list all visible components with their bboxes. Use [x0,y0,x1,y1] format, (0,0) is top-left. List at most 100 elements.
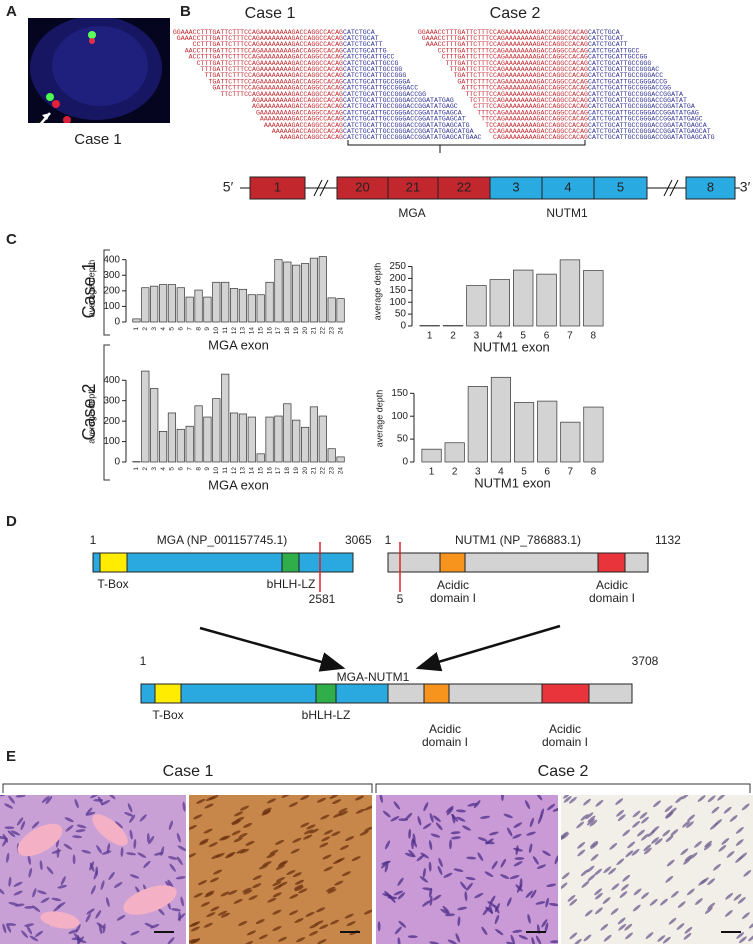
nucleus [651,837,660,844]
nucleus [167,856,178,860]
x-tick-label: 24 [337,327,344,335]
nucleus [603,866,612,874]
nucleus [15,795,26,798]
nucleus [281,795,291,798]
nucleus [235,816,245,822]
read-mga: GGAAACCTTTGATTCTTTCCAGAAAAAAAAGACCAGGCCA… [173,29,343,36]
read-nutm1: CATCTGCATTGCCGGG [343,72,406,79]
nucleus [238,832,248,838]
nucleus [203,922,213,928]
nucleus [305,911,315,917]
nucleus [624,923,633,931]
nucleus [717,795,726,801]
nucleus [298,888,308,894]
nucleus [146,832,150,843]
bar [185,296,194,323]
read-mga: TTCTTTCCAGAAAAAAAAGACCAGGCCACAG [220,91,343,98]
nucleus [536,864,547,869]
nucleus [513,822,523,828]
nucleus [148,835,155,845]
nucleus [137,852,147,858]
exon-label: 22 [457,179,471,194]
nucleus [292,872,302,878]
nucleus [581,881,590,888]
nucleus [317,939,327,944]
nucleus [116,914,126,921]
bar [167,412,177,463]
nucleus [252,875,262,881]
nucleus [93,798,104,802]
nucleus [532,856,539,865]
nucleus [178,911,181,922]
nucleus [407,935,418,939]
x-tick-label: 10 [213,467,220,475]
domain-label: Acidic [596,578,628,592]
read-mga: TTGATTCTTTCCAGAAAAAAAAGACCAGGCCACAG [205,72,344,79]
histology-image [561,795,753,944]
histology-image [189,795,372,944]
arrow-head [42,113,50,120]
nucleus [245,840,255,846]
read-mga: AGAAAAAAAAGACCAGGCCACAG [252,97,343,104]
nucleus [296,937,306,943]
nucleus [329,919,340,925]
panel-label: A [6,3,17,20]
bar [274,259,283,323]
domain-label: bHLH-LZ [267,577,316,591]
read-nutm1: CATCTGCATT [343,41,383,48]
nucleus [6,923,12,933]
nucleus [445,805,454,813]
nucleus [177,845,186,852]
nucleus [437,865,443,876]
nucleus [683,857,692,865]
nucleus [64,817,74,823]
bar [292,419,301,463]
nucleus [489,895,496,905]
bar [467,386,488,463]
read-nutm1: CATCTGCAT [588,35,624,42]
exon-label: 20 [355,179,369,194]
nucleus [388,894,396,903]
x-tick-label: 20 [302,327,309,335]
x-tick-label: 17 [275,467,282,475]
read-nutm1: CATCTGCATTGCCGGGACCGGATATGAGC [588,116,703,123]
nucleus [580,814,589,821]
nucleus [308,930,319,936]
nucleus [639,812,648,819]
nucleus [200,901,210,907]
bar [489,279,510,327]
x-tick-label: 18 [284,467,291,475]
nucleus [501,795,504,802]
read-mga: CTTTGATTCTTTCCAGAAAAAAAAGACCAGGCCACAG [442,54,588,61]
nucleus [106,843,111,853]
nucleus [477,837,488,842]
nucleus [416,854,425,862]
exon [593,176,648,200]
reads: GGAAACCTTTGATTCTTTCCAGAAAAAAAAGACCAGGCCA… [173,29,715,141]
position: 3065 [345,533,372,547]
nucleus [381,861,389,869]
nucleus [41,795,50,803]
nucleus [355,808,366,814]
nucleus [209,877,219,883]
nucleus [422,867,426,878]
nucleus [653,800,661,808]
nucleus [334,880,344,886]
y-tick-label: 100 [391,411,408,422]
x-tick-label: 6 [544,467,550,478]
x-tick-label: 22 [320,327,327,335]
x-tick-label: 7 [567,331,573,342]
fish-image [28,18,170,123]
nucleus [239,805,250,811]
nucleus [124,812,134,817]
nucleus [713,863,721,871]
nucleus [657,935,666,942]
x-tick-label: 15 [257,327,264,335]
nucleus [467,802,477,807]
y-tick-label: 150 [391,388,408,399]
nucleus [594,892,603,900]
nutm1-protein [387,542,649,592]
nucleus [548,902,558,907]
nucleus [243,889,253,895]
nucleus [60,876,66,886]
